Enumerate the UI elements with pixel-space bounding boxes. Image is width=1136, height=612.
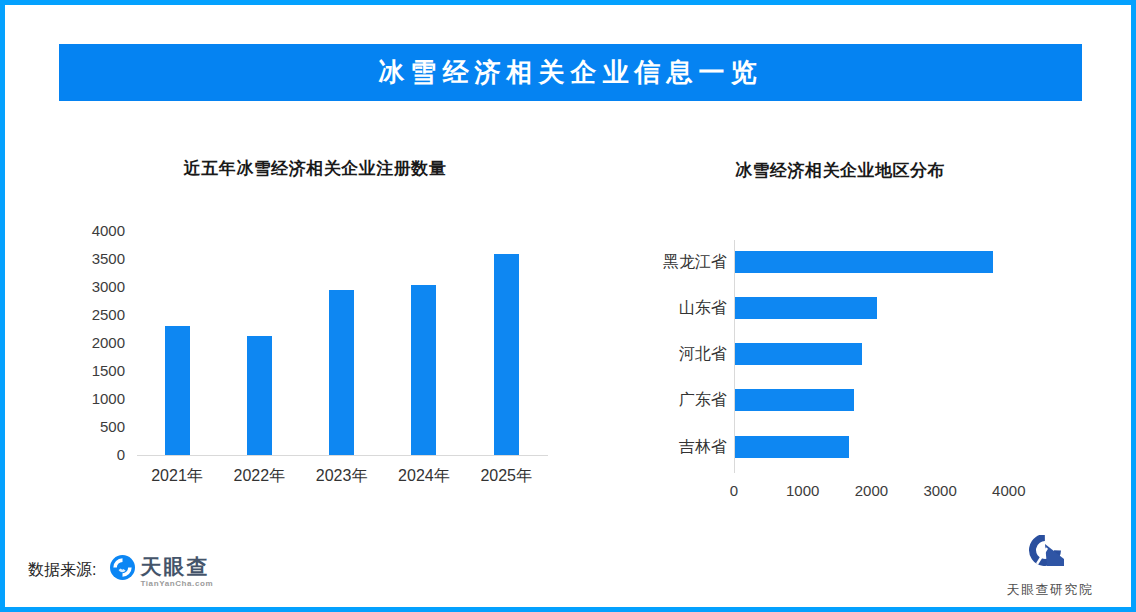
y-tick-label: 1000 [73,390,125,408]
x-tick-label: 3000 [910,482,970,500]
tianyancha-logo: 天眼查 TianYanCha.com [110,555,213,588]
category-label-黑龙江省: 黑龙江省 [622,252,727,272]
y-tick-label: 3500 [73,250,125,268]
institute-name: 天眼查研究院 [960,581,1136,599]
infographic-frame: 冰雪经济相关企业信息一览 近五年冰雪经济相关企业注册数量 冰雪经济相关企业地区分… [0,0,1136,612]
x-category-label: 2022年 [224,466,294,486]
tianyancha-eye-icon [110,555,135,580]
bar-2024年 [411,285,436,455]
y-tick-label: 0 [73,446,125,464]
bar-河北省 [735,343,862,365]
bar-2023年 [329,290,354,455]
x-category-label: 2023年 [307,466,377,486]
category-label-河北省: 河北省 [622,344,727,364]
x-category-label: 2021年 [142,466,212,486]
bar-吉林省 [735,436,849,458]
x-tick-label: 2000 [841,482,901,500]
bar-2022年 [247,336,272,455]
bar-黑龙江省 [735,251,993,273]
x-tick-label: 4000 [979,482,1039,500]
x-category-label: 2024年 [389,466,459,486]
y-tick-label: 1500 [73,362,125,380]
bar-2021年 [165,326,190,455]
x-axis-line [137,455,548,456]
y-tick-label: 4000 [73,222,125,240]
bar-山东省 [735,297,877,319]
y-tick-label: 3000 [73,278,125,296]
charts-layer: 4000 3500 3000 2500 2000 1500 1000 500 0 2021年 202… [5,5,1131,607]
tianyancha-domain: TianYanCha.com [140,579,213,588]
tianyancha-wordmark: 天眼查 [140,555,213,578]
bar-2025年 [494,254,519,455]
data-source-row: 数据来源: 天眼查 TianYanCha.com [28,555,213,591]
category-label-山东省: 山东省 [622,298,727,318]
x-tick-label: 0 [704,482,764,500]
category-label-吉林省: 吉林省 [622,437,727,457]
y-tick-label: 2500 [73,306,125,324]
x-tick-label: 1000 [773,482,833,500]
data-source-label: 数据来源: [28,558,96,582]
y-tick-label: 2000 [73,334,125,352]
institute-swoosh-icon [1017,535,1083,575]
x-category-label: 2025年 [471,466,541,486]
bar-广东省 [735,389,854,411]
y-tick-label: 500 [73,418,125,436]
category-label-广东省: 广东省 [622,390,727,410]
research-institute-logo: 天眼查研究院 [960,535,1136,599]
